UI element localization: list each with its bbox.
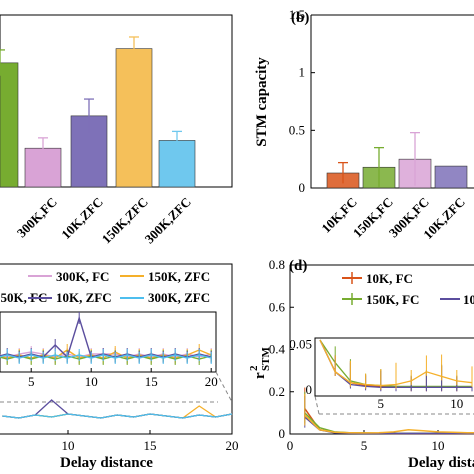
main-line-150k-zfc <box>2 405 233 419</box>
inset-x-tick-label-10: 10 <box>85 374 98 389</box>
panel-b-bars <box>326 131 468 189</box>
y-tick-label-1: 1 <box>299 65 306 80</box>
panel-c-main-series <box>2 399 233 419</box>
inset-x-tick-label-10: 10 <box>450 396 463 411</box>
bar-10k-zfc <box>434 165 468 189</box>
panel-c-zoom-connector <box>215 371 233 403</box>
panel-d-y-label-sub: STM <box>260 347 272 371</box>
y-tick-label-0-2: 0.2 <box>269 384 285 399</box>
legend-label-150k-fc: 150K, FC <box>0 290 47 305</box>
panel-d-inset-series <box>319 339 473 392</box>
legend-label-10-partial: 10 <box>463 292 474 307</box>
panel-d-y-label-sup: 2 <box>248 365 260 371</box>
bar-150k-zfc <box>115 48 153 188</box>
x-tick-label-5: 5 <box>361 438 368 453</box>
x-tick-label-15: 15 <box>144 438 157 453</box>
y-tick-label-0-4: 0.4 <box>269 342 286 357</box>
inset-x-tick-label-5: 5 <box>378 396 385 411</box>
y-tick-label-0: 0 <box>299 180 306 195</box>
panel-b-y-axis-label: STM capacity <box>254 57 270 147</box>
legend-label-300k-fc: 300K, FC <box>56 269 109 284</box>
y-tick-label-0: 0 <box>279 426 286 441</box>
panel-d-y-label-r: r <box>252 372 268 379</box>
line-10k-fc <box>304 408 474 435</box>
panel-d: (d) r 2 STM 00.20.40.60.8 051015 10K, FC… <box>248 257 474 471</box>
line-150k-fc <box>304 412 474 434</box>
inset-line-10k-zfc <box>0 315 212 359</box>
x-tick-label-10: 10 <box>432 438 445 453</box>
inset-line-300k-zfc <box>0 354 212 359</box>
panel-d-label: (d) <box>289 258 307 274</box>
y-tick-label-0-5: 0.5 <box>289 122 305 137</box>
panel-c-axes-frame <box>0 263 233 435</box>
x-tick-label-300k-fc: 300K,FC <box>14 194 60 240</box>
panel-c-legend: 300K, FC 150K, ZFC 150K, FC 10K, ZFC 300… <box>0 269 210 305</box>
legend-label-300k-zfc: 300K, ZFC <box>148 290 210 305</box>
panel-a-bars <box>0 36 196 188</box>
panel-b-axes <box>310 15 474 189</box>
panel-c-inset-series <box>0 312 212 365</box>
y-tick-label-0-6: 0.6 <box>269 299 286 314</box>
panel-b: (b) STM capacity 0 0.5 1 1.5 10K,FC150K,FC3… <box>254 7 474 242</box>
main-line-300k-zfc <box>2 413 233 419</box>
legend-label-10k-fc: 10K, FC <box>366 271 413 286</box>
panel-c-x-ticks: 10 15 20 <box>62 430 239 453</box>
inset-line-orange <box>319 339 473 387</box>
y-tick-label-0-8: 0.8 <box>269 257 285 272</box>
panel-d-inset-ticks: 0 0.05 5 10 <box>289 337 463 411</box>
y-tick-label-1-5: 1.5 <box>289 7 305 22</box>
panel-d-inset-frame <box>314 337 474 397</box>
x-tick-label-300k-zfc: 300K,ZFC <box>142 194 194 246</box>
panel-c-inset-x-tick-labels: 5 10 15 20 <box>28 368 218 389</box>
x-tick-label-10: 10 <box>62 438 75 453</box>
panel-d-y-axis-label: r 2 STM <box>248 347 272 379</box>
panel-d-x-ticks: 051015 <box>287 430 445 453</box>
panel-d-zoom-connector <box>314 395 320 415</box>
inset-y-tick-label-0-05: 0.05 <box>289 337 312 352</box>
panel-d-y-ticks: 0 0.2 0.4 0.6 0.8 <box>269 257 294 441</box>
line-orange <box>304 414 474 434</box>
panel-d-legend: 10K, FC 150K, FC 10 <box>342 271 474 307</box>
legend-label-150k-zfc: 150K, ZFC <box>148 269 210 284</box>
panel-b-y-ticks: 0 0.5 1 1.5 <box>289 7 315 195</box>
inset-x-tick-label-5: 5 <box>28 374 35 389</box>
inset-y-tick-label-0: 0 <box>306 382 313 397</box>
panel-d-main-series <box>304 387 474 435</box>
x-tick-label-20: 20 <box>226 438 239 453</box>
inset-x-tick-label-15: 15 <box>145 374 158 389</box>
x-tick-label-0: 0 <box>287 438 294 453</box>
inset-x-tick-label-20: 20 <box>205 374 218 389</box>
panel-d-x-axis-label: Delay distance <box>408 455 474 471</box>
panel-c-inset-frame <box>0 311 217 373</box>
panel-c: 300K, FC 150K, ZFC 150K, FC 10K, ZFC 300… <box>0 263 239 471</box>
legend-label-150k-fc-d: 150K, FC <box>366 292 419 307</box>
bar-300k-zfc <box>158 140 196 188</box>
legend-label-10k-zfc: 10K, ZFC <box>56 290 112 305</box>
panel-c-x-axis-label: Delay distance <box>60 455 153 471</box>
bar-partial <box>0 62 19 188</box>
panel-b-label: (b) <box>291 10 309 26</box>
inset-line-300k-fc <box>0 351 212 358</box>
